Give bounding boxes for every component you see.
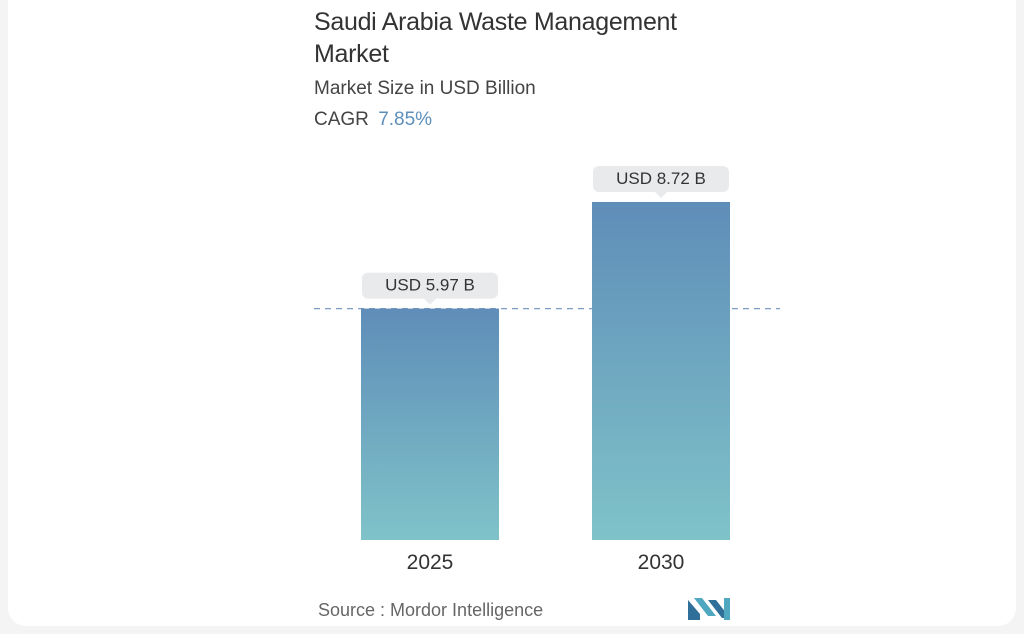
source-note: Source : Mordor Intelligence: [318, 600, 544, 620]
x-tick-label-2025: 2025: [407, 551, 454, 574]
cagr-line: CAGR 7.85%: [314, 109, 432, 131]
bar-2030: [592, 202, 730, 540]
cagr-value: 7.85%: [378, 109, 433, 130]
mordor-intelligence-logo-icon: [688, 598, 730, 620]
chart-title: Saudi Arabia Waste Management Market: [314, 8, 677, 68]
value-label-2025: USD 5.97 B: [385, 276, 475, 295]
value-label-pointer-2025: [424, 298, 436, 305]
value-label-2030: USD 8.72 B: [616, 169, 706, 188]
chart-card: [8, 0, 1016, 626]
x-tick-label-2030: 2030: [638, 551, 685, 574]
cagr-label: CAGR: [314, 109, 369, 130]
value-label-bg-2030: [593, 166, 729, 192]
chart-subtitle: Market Size in USD Billion: [314, 78, 536, 99]
bar-2025: [361, 308, 499, 540]
value-label-bg-2025: [362, 272, 498, 299]
value-label-pointer-2030: [655, 192, 667, 198]
